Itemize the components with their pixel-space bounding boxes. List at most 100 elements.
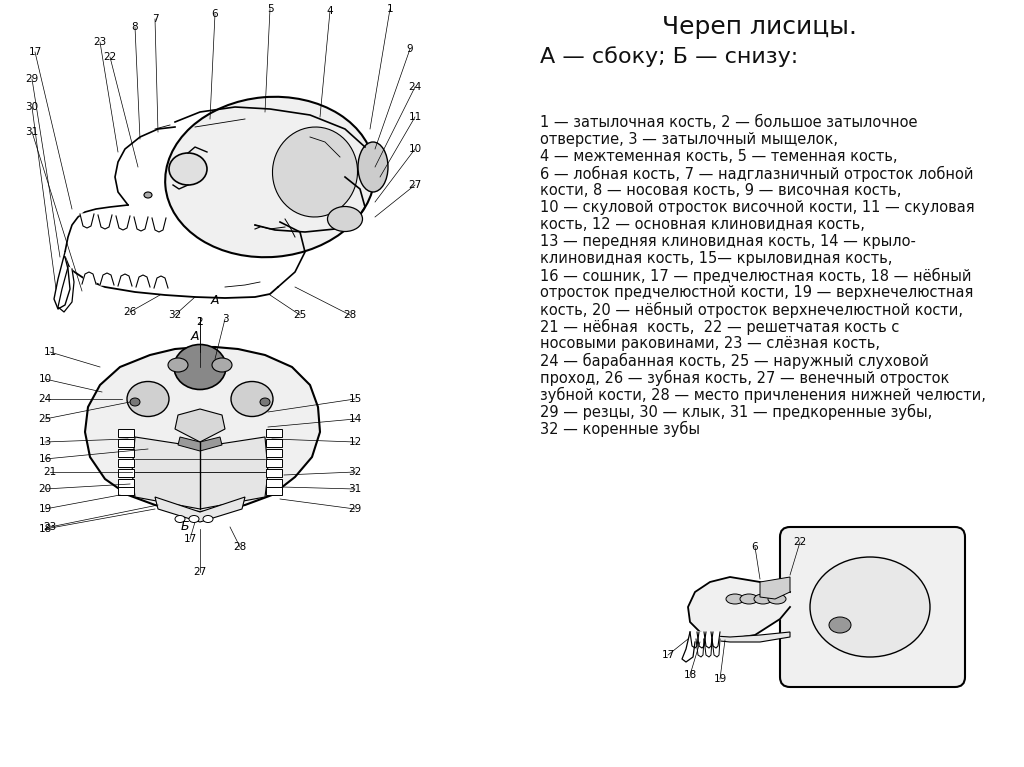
Ellipse shape	[358, 142, 388, 192]
Text: 23: 23	[43, 522, 56, 532]
Text: 25: 25	[293, 310, 306, 320]
Text: 19: 19	[714, 674, 727, 684]
Bar	[118, 439, 134, 447]
Polygon shape	[760, 577, 790, 599]
Text: 15: 15	[348, 394, 361, 404]
Bar	[266, 429, 282, 437]
Polygon shape	[85, 347, 319, 512]
Bar	[118, 487, 134, 495]
Ellipse shape	[175, 515, 185, 522]
Text: 29: 29	[348, 504, 361, 514]
Text: 2: 2	[197, 317, 204, 327]
Polygon shape	[82, 272, 96, 284]
Text: 31: 31	[348, 484, 361, 494]
Ellipse shape	[260, 398, 270, 406]
Ellipse shape	[189, 515, 199, 522]
Ellipse shape	[169, 153, 207, 185]
Text: 10 — скуловой отросток височной кости, 11 — скуловая: 10 — скуловой отросток височной кости, 1…	[540, 200, 975, 215]
Ellipse shape	[754, 594, 772, 604]
Text: 32: 32	[168, 310, 181, 320]
Text: 1 — затылочная кость, 2 — большое затылочное: 1 — затылочная кость, 2 — большое затыло…	[540, 115, 918, 130]
Polygon shape	[711, 632, 720, 648]
Text: 8: 8	[132, 22, 138, 32]
Ellipse shape	[272, 127, 357, 217]
Text: 6 — лобная кость, 7 — надглазничный отросток лобной: 6 — лобная кость, 7 — надглазничный отро…	[540, 166, 974, 182]
Bar	[266, 439, 282, 447]
Bar	[266, 487, 282, 495]
Text: 32: 32	[348, 467, 361, 477]
Polygon shape	[152, 218, 166, 232]
Polygon shape	[136, 275, 150, 287]
Text: 29: 29	[26, 74, 39, 84]
Ellipse shape	[168, 358, 188, 372]
Text: 11: 11	[43, 347, 56, 357]
Polygon shape	[132, 437, 268, 509]
Text: А: А	[211, 294, 219, 307]
Text: проход, 26 — зубная кость, 27 — венечный отросток: проход, 26 — зубная кость, 27 — венечный…	[540, 370, 949, 386]
Text: 10: 10	[409, 144, 422, 154]
Ellipse shape	[328, 206, 362, 232]
Polygon shape	[58, 267, 74, 312]
Polygon shape	[688, 577, 790, 639]
Text: 6: 6	[212, 9, 218, 19]
Text: кости, 8 — носовая кость, 9 — височная кость,: кости, 8 — носовая кость, 9 — височная к…	[540, 183, 901, 198]
Polygon shape	[98, 215, 112, 229]
Text: 30: 30	[26, 102, 39, 112]
Text: 11: 11	[409, 112, 422, 122]
Text: 20: 20	[39, 484, 51, 494]
Text: 21 — нёбная  кость,  22 — решетчатая кость с: 21 — нёбная кость, 22 — решетчатая кость…	[540, 319, 899, 335]
Text: 18: 18	[38, 524, 51, 534]
Polygon shape	[175, 409, 225, 442]
Text: отверстие, 3 — затылочный мыщелок,: отверстие, 3 — затылочный мыщелок,	[540, 132, 838, 147]
Bar	[266, 469, 282, 477]
Polygon shape	[80, 214, 94, 228]
Text: 25: 25	[38, 414, 51, 424]
Text: 18: 18	[683, 670, 696, 680]
Text: Череп лисицы.: Череп лисицы.	[663, 15, 857, 39]
Text: 12: 12	[348, 437, 361, 447]
Ellipse shape	[726, 594, 744, 604]
Text: 23: 23	[93, 37, 106, 47]
Polygon shape	[100, 273, 114, 285]
Text: 17: 17	[183, 534, 197, 544]
Text: отросток предчелюстной кости, 19 — верхнечелюстная: отросток предчелюстной кости, 19 — верхн…	[540, 285, 974, 300]
Text: кость, 12 — основная клиновидная кость,: кость, 12 — основная клиновидная кость,	[540, 217, 865, 232]
Ellipse shape	[740, 594, 758, 604]
Text: 10: 10	[39, 374, 51, 384]
Ellipse shape	[768, 594, 786, 604]
Text: А: А	[190, 331, 200, 344]
Polygon shape	[134, 217, 148, 231]
Text: 24: 24	[38, 394, 51, 404]
Ellipse shape	[144, 192, 152, 198]
Text: 5: 5	[266, 4, 273, 14]
Text: 19: 19	[38, 504, 51, 514]
Text: 4 — межтеменная кость, 5 — теменная кость,: 4 — межтеменная кость, 5 — теменная кост…	[540, 149, 897, 164]
Bar	[118, 469, 134, 477]
Text: 27: 27	[409, 180, 422, 190]
Text: носовыми раковинами, 23 — слёзная кость,: носовыми раковинами, 23 — слёзная кость,	[540, 336, 880, 351]
Text: 26: 26	[123, 307, 136, 317]
Polygon shape	[154, 276, 168, 288]
Polygon shape	[118, 274, 132, 286]
Text: зубной кости, 28 — место причленения нижней челюсти,: зубной кости, 28 — место причленения ниж…	[540, 387, 986, 403]
Polygon shape	[712, 639, 720, 657]
Text: 16 — сошник, 17 — предчелюстная кость, 18 — нёбный: 16 — сошник, 17 — предчелюстная кость, 1…	[540, 268, 972, 284]
Polygon shape	[696, 639, 705, 657]
Polygon shape	[116, 216, 130, 230]
Text: 24: 24	[409, 82, 422, 92]
Bar	[266, 479, 282, 487]
Polygon shape	[54, 252, 70, 309]
Bar	[118, 449, 134, 457]
Polygon shape	[178, 437, 222, 451]
Bar	[266, 459, 282, 467]
Text: 7: 7	[152, 14, 159, 24]
Text: 3: 3	[221, 314, 228, 324]
Text: 13: 13	[38, 437, 51, 447]
Text: клиновидная кость, 15— крыловидная кость,: клиновидная кость, 15— крыловидная кость…	[540, 251, 892, 266]
Text: 31: 31	[26, 127, 39, 137]
Polygon shape	[705, 632, 713, 648]
Ellipse shape	[829, 617, 851, 633]
Text: 1: 1	[197, 317, 204, 327]
Ellipse shape	[810, 557, 930, 657]
Text: 28: 28	[233, 542, 247, 552]
